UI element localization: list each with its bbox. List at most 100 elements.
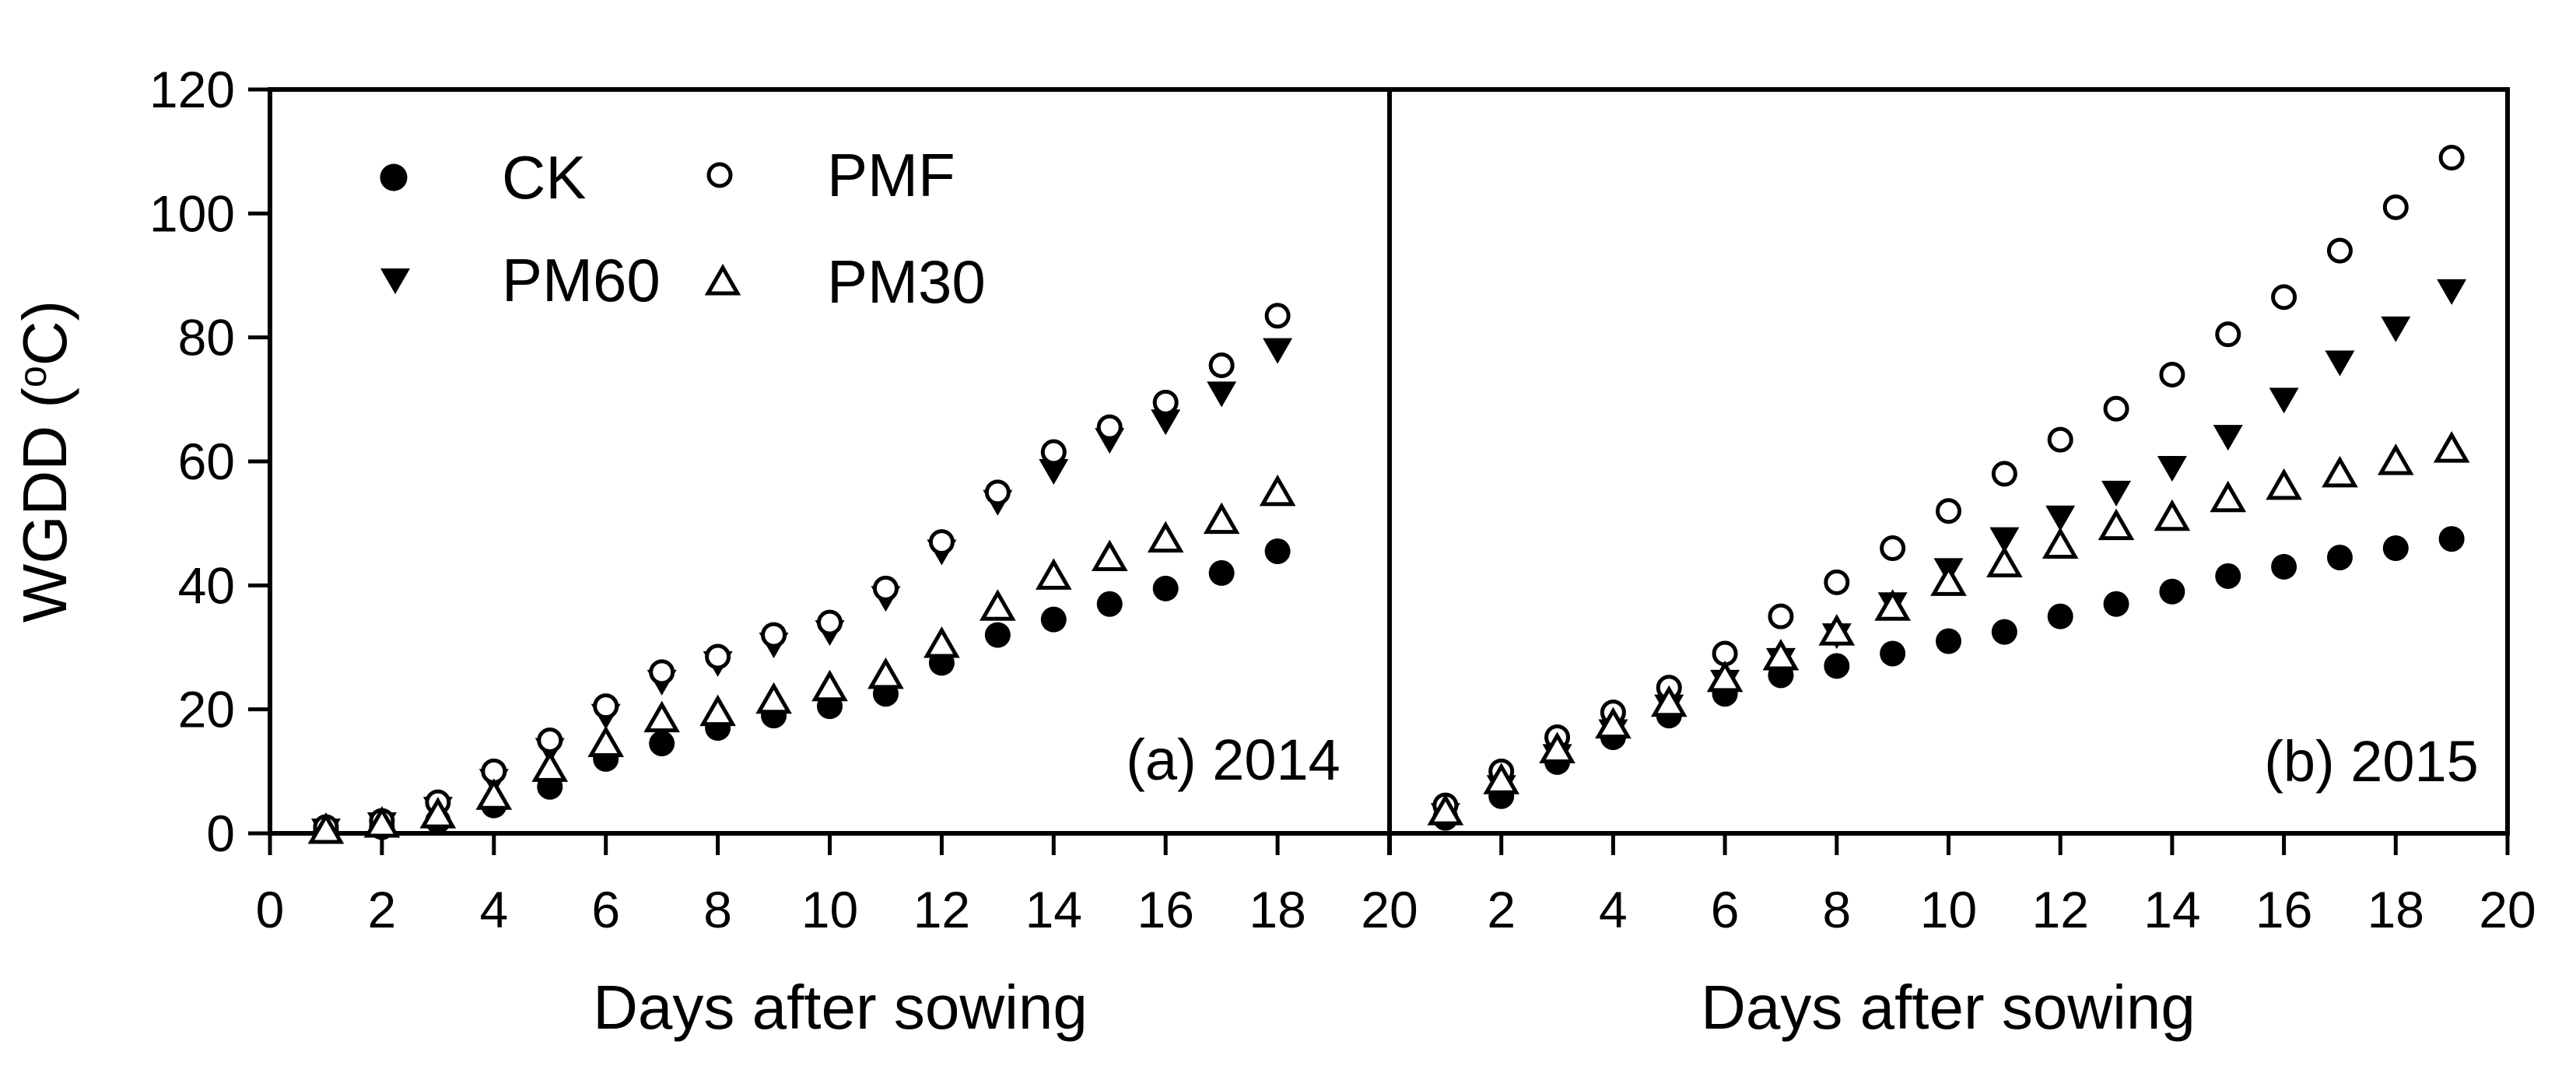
pm30-data-point [1427, 794, 1464, 826]
x-tick-label: 12 [913, 881, 970, 938]
pm30-data-point [2210, 480, 2247, 513]
x-tick-label: 20 [2479, 881, 2536, 938]
pm30-data-point [2266, 468, 2302, 500]
pmf-data-point [2215, 321, 2241, 348]
pm60-data-point [2045, 505, 2076, 531]
x-tick-label: 20 [1361, 881, 1418, 938]
pm60-data-point [2213, 425, 2243, 451]
y-tick-label: 40 [178, 556, 235, 614]
x-tick-label: 10 [801, 881, 858, 938]
pm30-data-point [2042, 527, 2079, 559]
pm30-data-point [643, 700, 680, 733]
pm30-data-point [1650, 685, 1688, 717]
pmf-data-point [1824, 569, 1850, 595]
pm30-data-point [1539, 731, 1575, 763]
x-axis-title: Days after sowing [593, 973, 1088, 1042]
ck-data-point [2271, 553, 2297, 580]
pm30-data-point [2154, 499, 2191, 531]
x-tick-label: 14 [2143, 881, 2200, 938]
x-tick-label: 8 [1822, 881, 1851, 938]
pm30-data-point [2433, 431, 2470, 463]
pm30-data-point [475, 778, 513, 810]
series-pmf [1432, 145, 2465, 819]
ck-data-point [1991, 619, 2017, 645]
x-tick-label: 6 [591, 881, 620, 938]
pm60-data-point [2437, 279, 2467, 305]
pm30-data-point [1035, 558, 1072, 590]
pm30-data-point [755, 682, 792, 714]
ck-data-point [2215, 563, 2241, 589]
y-tick-label: 120 [149, 61, 235, 118]
panel-b: 2 4 6 8 10 12 14 16 18 20 Days after sowing (b) 201… [1427, 145, 2536, 1042]
pm60-data-point [1207, 381, 1237, 408]
pm30-data-point [1818, 614, 1856, 646]
legend-label-ck: CK [502, 143, 586, 212]
pmf-data-point [2271, 284, 2297, 310]
ck-data-point [1936, 628, 1961, 654]
ck-data-point [2047, 603, 2073, 629]
pm30-data-point [1595, 707, 1631, 739]
ck-data-point [1208, 559, 1235, 586]
pm30-data-point [587, 725, 625, 757]
pm30-data-point [1483, 763, 1520, 794]
ck-data-point [1096, 591, 1123, 617]
ck-data-point [1264, 538, 1291, 565]
pm30-data-point [867, 657, 904, 689]
pm60-data-point [2269, 387, 2299, 414]
pmf-data-point [2382, 194, 2409, 220]
pmf-data-point [817, 609, 843, 636]
pm30-data-point [1930, 564, 1967, 596]
pmf-data-point [1768, 603, 1794, 629]
pm60-data-point [2325, 350, 2355, 377]
pm60-data-point [2157, 455, 2187, 482]
pmf-data-point [1880, 535, 1906, 562]
x-tick-label: 2 [368, 881, 397, 938]
pm30-data-point [1091, 539, 1128, 571]
pm30-data-point [924, 626, 960, 658]
panel-label: (a) 2014 [1126, 728, 1341, 792]
pm30-data-point [1762, 638, 1800, 671]
pm30-data-point [307, 812, 345, 844]
y-tick-label: 60 [178, 433, 235, 490]
pm30-data-point [1874, 589, 1911, 621]
x-tick-label: 16 [1137, 881, 1193, 938]
pmf-data-point [1152, 389, 1179, 416]
y-axis: 0 20 40 60 80 100 120 [149, 61, 270, 862]
pm30-data-point [1706, 660, 1744, 693]
legend: CK PMF PM60 PM30 [380, 141, 986, 316]
pmf-data-point [1096, 414, 1123, 440]
ck-data-point [1152, 575, 1179, 601]
x-tick-label: 18 [2367, 881, 2424, 938]
pm60-data-point [1151, 409, 1181, 436]
pm30-data-point [1259, 474, 1296, 507]
pm60-data-point [1263, 338, 1293, 364]
legend-label-pm30: PM30 [827, 247, 986, 316]
pmf-data-point [2438, 145, 2465, 171]
x-tick-label: 0 [256, 881, 285, 938]
ck-data-point [2382, 535, 2409, 562]
pmf-data-point [872, 575, 899, 601]
pm30-data-point [980, 589, 1016, 621]
legend-ck-marker-icon [380, 163, 408, 191]
pm30-data-point [1986, 545, 2023, 577]
pmf-data-point [2103, 395, 2129, 422]
pmf-data-point [1208, 352, 1235, 379]
series-ck [1432, 526, 2465, 831]
pmf-data-point [705, 643, 731, 670]
x-tick-label: 10 [1920, 881, 1977, 938]
pmf-data-point [2047, 426, 2073, 453]
panel-a: 0 2 4 6 8 10 12 14 16 18 20 Days after sowing (a) 20… [256, 303, 1418, 1042]
panel-label: (b) 2015 [2264, 729, 2479, 794]
x-axis-title: Days after sowing [1701, 973, 2196, 1042]
pm30-data-point [2377, 443, 2414, 475]
pm30-data-point [419, 797, 457, 829]
ck-data-point [649, 730, 675, 756]
pmf-data-point [649, 659, 675, 686]
pmf-data-point [984, 479, 1011, 506]
y-tick-label: 0 [206, 805, 235, 862]
legend-pmf-marker-icon [706, 162, 733, 188]
pm30-data-point [2098, 508, 2135, 541]
y-axis-title: WGDD (oC) [10, 300, 79, 622]
